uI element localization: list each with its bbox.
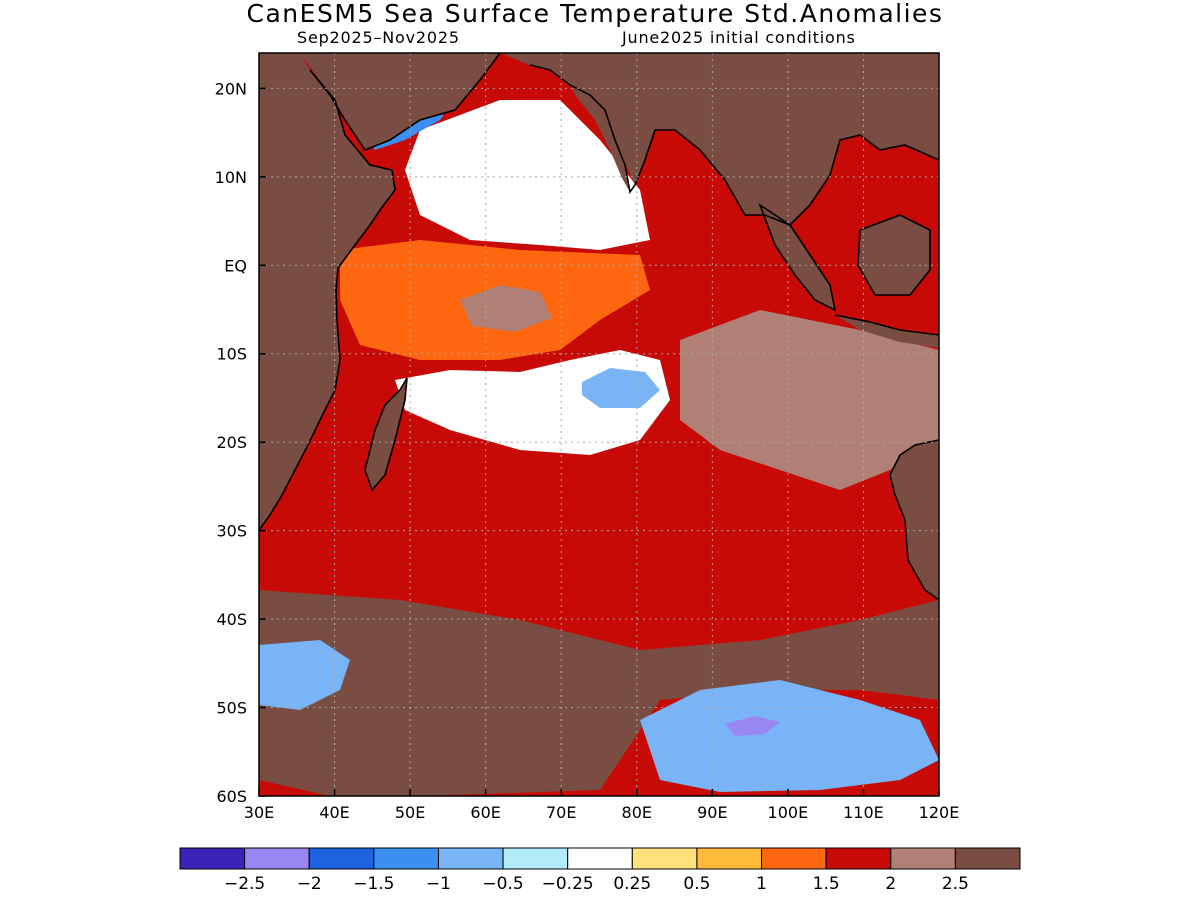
colorbar-swatch bbox=[890, 847, 956, 870]
map-frame bbox=[258, 52, 940, 797]
colorbar-swatch bbox=[308, 847, 375, 870]
coastlines bbox=[259, 53, 939, 601]
africa-coast bbox=[259, 69, 396, 531]
initial-conditions: June2025 initial conditions bbox=[622, 28, 856, 47]
sumatra-coast bbox=[758, 202, 837, 312]
lat-tick-label: 20N bbox=[215, 79, 247, 98]
colorbar-label: 2.5 bbox=[942, 874, 969, 894]
borneo-coast bbox=[857, 214, 931, 296]
colorbar-label: 1.5 bbox=[813, 874, 840, 894]
colorbar-label: 1 bbox=[756, 874, 767, 894]
equatorial-mid-warm bbox=[460, 285, 552, 332]
map-title: CanESM5 Sea Surface Temperature Std.Anom… bbox=[246, 0, 944, 28]
colorbar-swatch bbox=[502, 847, 569, 870]
eastern-strong-warm bbox=[680, 310, 939, 490]
lon-tick-label: 80E bbox=[622, 803, 652, 822]
southern-ocean-high bbox=[259, 590, 939, 796]
java-coast bbox=[834, 314, 939, 336]
south-tropical-cool-patch bbox=[582, 368, 660, 408]
colorbar-swatch bbox=[244, 847, 310, 870]
lat-tick-label: 10N bbox=[215, 168, 247, 187]
sumatra-land bbox=[760, 205, 835, 310]
madagascar-land bbox=[365, 378, 407, 490]
southern-ocean-cool bbox=[640, 680, 939, 792]
colorbar-swatch bbox=[373, 847, 439, 870]
lat-tick-label: 20S bbox=[216, 433, 247, 452]
colorbar-swatch bbox=[179, 847, 246, 870]
lat-tick-label: 40S bbox=[216, 610, 247, 629]
asia-north-land bbox=[500, 53, 939, 225]
map-field bbox=[259, 53, 939, 796]
colorbar-label: −0.5 bbox=[482, 874, 523, 894]
map-axes: 30E 40E 50E 60E 70E 80E 90E 100E 110E 120E 20N 10N E… bbox=[215, 79, 960, 822]
lon-tick-label: 50E bbox=[395, 803, 425, 822]
kerguelen-land bbox=[552, 692, 567, 703]
arabia-land bbox=[300, 53, 500, 150]
southwest-cool bbox=[259, 640, 350, 710]
lon-tick-label: 60E bbox=[470, 803, 500, 822]
southern-ocean-cold-core bbox=[725, 716, 780, 736]
colorbar-label: 0.25 bbox=[613, 874, 651, 894]
colorbar-swatch bbox=[954, 847, 1021, 870]
australia-land bbox=[890, 440, 939, 600]
colorbar-label: 0.5 bbox=[683, 874, 710, 894]
india-land bbox=[560, 60, 630, 192]
colorbar-label: −0.25 bbox=[542, 874, 594, 894]
colorbar-swatch bbox=[825, 847, 892, 870]
land-masses bbox=[259, 53, 939, 703]
lon-tick-label: 90E bbox=[697, 803, 727, 822]
borneo-land bbox=[858, 215, 930, 295]
lon-tick-label: 40E bbox=[319, 803, 349, 822]
forecast-period: Sep2025–Nov2025 bbox=[297, 28, 460, 47]
graticule bbox=[259, 53, 939, 796]
colorbar-label: 2 bbox=[885, 874, 896, 894]
lat-tick-label: EQ bbox=[224, 256, 247, 275]
colorbar-swatch bbox=[437, 847, 504, 870]
java-land bbox=[835, 315, 939, 348]
colorbar-label: −2.5 bbox=[224, 874, 265, 894]
lon-tick-label: 70E bbox=[546, 803, 576, 822]
madagascar-coast bbox=[364, 377, 408, 492]
africa-land bbox=[259, 53, 395, 530]
lat-tick-label: 10S bbox=[216, 345, 247, 364]
colorbar: −2.5 −2 −1.5 −1 −0.5 −0.25 0.25 0.5 1 1.5 2 2.5 bbox=[179, 847, 1021, 894]
colorbar-label: −2 bbox=[297, 874, 322, 894]
colorbar-swatch bbox=[631, 847, 698, 870]
asia-coast bbox=[529, 64, 939, 226]
lon-tick-label: 30E bbox=[244, 803, 274, 822]
lat-tick-label: 30S bbox=[216, 522, 247, 541]
colorbar-swatch bbox=[696, 847, 763, 870]
colorbar-label: −1 bbox=[426, 874, 451, 894]
anomaly-regions bbox=[259, 80, 939, 796]
lon-tick-label: 110E bbox=[843, 803, 884, 822]
lat-tick-label: 50S bbox=[216, 699, 247, 718]
colorbar-label: −1.5 bbox=[353, 874, 394, 894]
colorbar-swatch bbox=[567, 847, 633, 870]
australia-coast bbox=[889, 439, 939, 601]
lon-tick-label: 100E bbox=[768, 803, 809, 822]
arabian-sea-cool bbox=[405, 100, 650, 250]
indochina-land bbox=[820, 70, 870, 140]
lon-tick-label: 120E bbox=[919, 803, 960, 822]
colorbar-swatch bbox=[761, 847, 827, 870]
arabia-coast bbox=[309, 53, 501, 151]
lat-tick-label: 60S bbox=[216, 787, 247, 806]
